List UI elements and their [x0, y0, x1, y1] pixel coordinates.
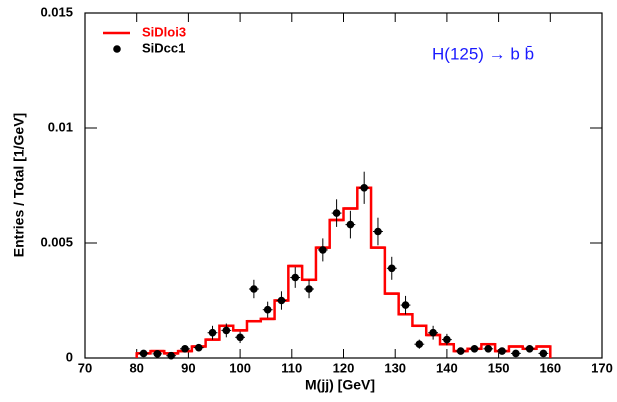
data-point [456, 347, 465, 355]
data-point [498, 347, 506, 355]
data-point [401, 301, 410, 309]
x-tick-label: 130 [384, 360, 406, 375]
histogram-outline [135, 186, 552, 358]
data-point [374, 227, 382, 236]
data-point [429, 328, 437, 337]
y-tick-label: 0 [66, 349, 73, 364]
data-point [525, 345, 534, 353]
data-point [415, 340, 424, 349]
data-point [139, 349, 148, 358]
data-point [250, 285, 258, 293]
data-point [470, 345, 479, 353]
data-point [277, 296, 286, 305]
x-tick-label: 110 [281, 360, 302, 375]
data-point [387, 264, 396, 273]
y-axis-label: Entries / Total [1/GeV] [11, 113, 27, 257]
data-point [208, 328, 217, 337]
data-point [263, 305, 272, 314]
y-tick-label: 0.01 [48, 119, 73, 134]
data-point [305, 285, 313, 293]
x-tick-label: 80 [129, 360, 143, 375]
x-axis-label: M(jj) [GeV] [305, 377, 375, 393]
x-tick-label: 140 [436, 360, 458, 375]
legend-label: SiDloi3 [142, 24, 186, 39]
data-point [167, 351, 175, 360]
data-point [346, 220, 355, 229]
x-tick-label: 170 [591, 360, 613, 375]
y-tick-label: 0.015 [40, 4, 73, 19]
annotation: H(125) → b b̄ [432, 44, 534, 63]
plot-frame [84, 12, 603, 359]
legend-label: SiDcc1 [142, 40, 185, 55]
data-point [291, 273, 300, 282]
legend-swatch [113, 45, 121, 53]
data-point [236, 333, 244, 342]
data-point [181, 345, 189, 353]
data-point [319, 246, 327, 254]
data-point [153, 350, 162, 358]
x-tick-label: 100 [229, 360, 251, 375]
data-point [443, 335, 451, 344]
data-point [222, 326, 231, 335]
x-tick-label: 70 [78, 360, 92, 375]
data-point [484, 345, 493, 353]
x-tick-label: 160 [539, 360, 561, 375]
x-tick-label: 150 [488, 360, 510, 375]
x-tick-label: 120 [333, 360, 355, 375]
x-tick-label: 90 [181, 360, 195, 375]
data-point [332, 209, 341, 217]
data-point [360, 184, 368, 192]
data-point [512, 349, 520, 358]
data-point [194, 343, 203, 352]
y-tick-label: 0.005 [40, 234, 73, 249]
data-point [539, 349, 548, 358]
